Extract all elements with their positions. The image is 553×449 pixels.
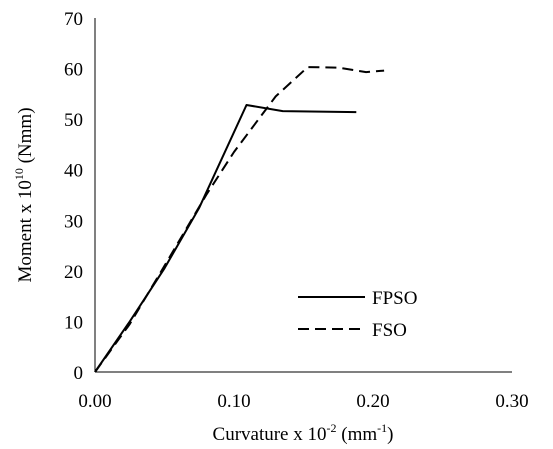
y-tick-labels: 0 10 20 30 40 50 60 70 — [64, 9, 83, 384]
x-label-mid-sup: -1 — [377, 421, 387, 435]
x-tick-label: 0.30 — [495, 391, 528, 412]
y-axis-label: Moment x 1010 (Nmm) — [12, 107, 36, 282]
x-tick-labels: 0.00 0.10 0.20 0.30 — [78, 391, 528, 412]
legend-label-fso: FSO — [372, 320, 407, 341]
y-tick-label: 60 — [64, 60, 83, 81]
y-tick-label: 40 — [64, 161, 83, 182]
x-label-prefix: Curvature x 10 — [213, 424, 327, 445]
y-tick-label: 50 — [64, 110, 83, 131]
y-tick-label: 0 — [74, 363, 84, 384]
y-tick-label: 30 — [64, 211, 83, 232]
y-label-prefix: Moment x 10 — [15, 180, 36, 282]
y-tick-label: 70 — [64, 9, 83, 30]
y-tick-label: 20 — [64, 262, 83, 283]
series-line-fso — [94, 66, 385, 373]
y-label-suffix: (Nmm) — [15, 107, 36, 168]
x-tick-label: 0.00 — [78, 391, 111, 412]
legend: FPSO FSO — [298, 288, 417, 341]
axes — [94, 18, 512, 373]
x-label-suffix: ) — [387, 424, 393, 445]
y-label-sup: 10 — [12, 168, 26, 180]
series-lines — [94, 66, 385, 373]
legend-label-fpso: FPSO — [372, 288, 417, 309]
x-tick-label: 0.20 — [356, 391, 389, 412]
series-line-fpso — [94, 104, 357, 373]
x-tick-label: 0.10 — [217, 391, 250, 412]
y-tick-label: 10 — [64, 312, 83, 333]
x-label-prefix-sup: -2 — [327, 421, 337, 435]
x-label-mid: (mm — [337, 424, 378, 445]
x-axis-label: Curvature x 10-2 (mm-1) — [213, 421, 394, 445]
